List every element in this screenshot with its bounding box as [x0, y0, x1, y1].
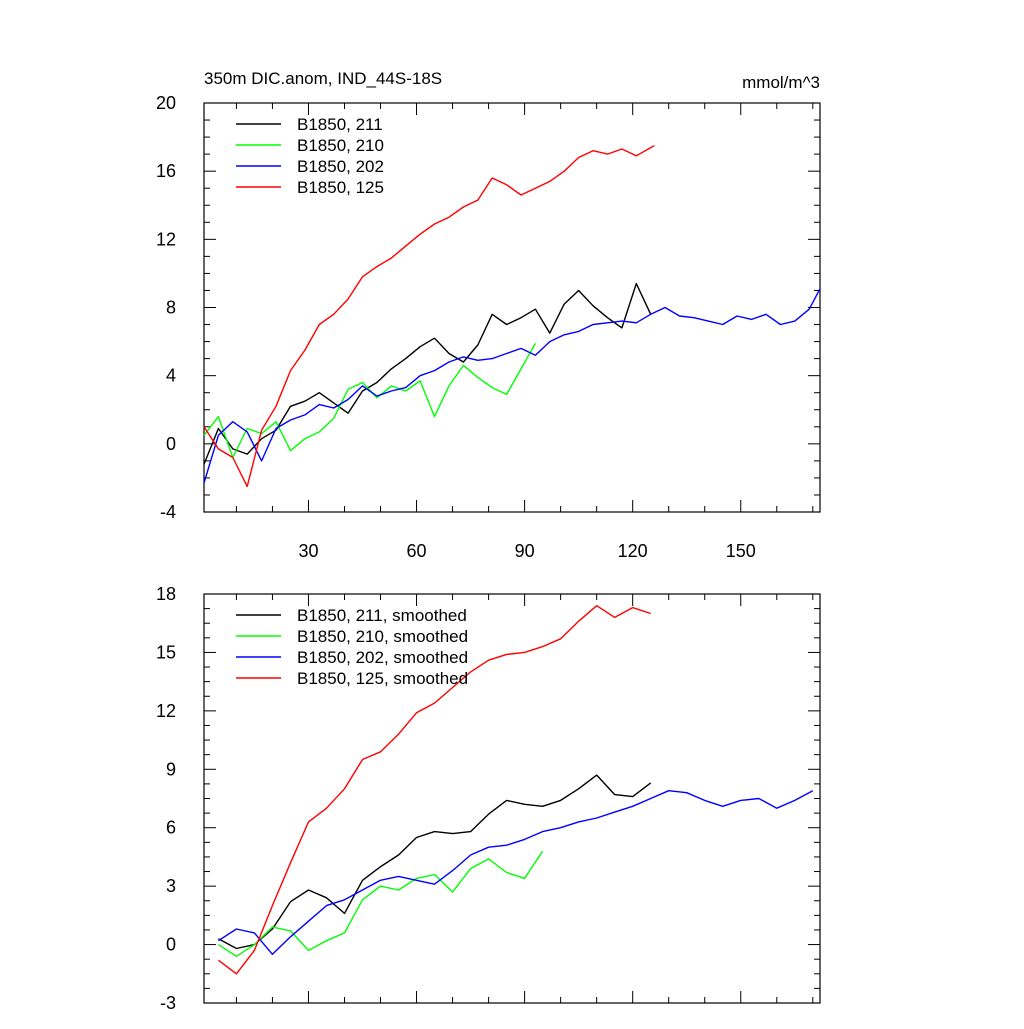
series-line [218, 850, 544, 957]
y-tick-label: 12 [156, 701, 176, 721]
legend-label: B1850, 202 [297, 157, 384, 176]
y-tick-label: 8 [166, 298, 176, 318]
y-tick-label: 4 [166, 366, 176, 386]
series-line [218, 774, 652, 950]
series-line [203, 144, 655, 488]
legend-label: B1850, 211 [297, 115, 383, 134]
legend-label: B1850, 202, smoothed [297, 648, 468, 667]
x-tick-label: 30 [298, 541, 318, 561]
y-tick-label: -4 [160, 502, 176, 522]
x-tick-label: 60 [407, 541, 427, 561]
y-tick-label: -3 [160, 993, 176, 1013]
legend-label: B1850, 125, smoothed [297, 669, 468, 688]
legend-label: B1850, 211, smoothed [297, 606, 467, 625]
bottom-panel: -3 0 3 6 9 12 15 18 B1850, 211, smoothed B1850, 2… [156, 584, 821, 1013]
series-line [203, 282, 652, 465]
series-line [203, 288, 821, 484]
y-tick-label: 0 [166, 935, 176, 955]
series-line [218, 790, 814, 955]
y-tick-label: 15 [156, 642, 176, 662]
legend-label: B1850, 210, smoothed [297, 627, 468, 646]
y-tick-label: 3 [166, 876, 176, 896]
y-tick-label: 16 [156, 161, 176, 181]
x-tick-label: 150 [726, 541, 756, 561]
y-tick-label: 0 [166, 434, 176, 454]
y-tick-label: 20 [156, 93, 176, 113]
y-tick-label: 18 [156, 584, 176, 604]
y-tick-label: 12 [156, 229, 176, 249]
legend-label: B1850, 210 [297, 136, 384, 155]
units-label: mmol/m^3 [742, 73, 820, 92]
y-tick-label: 9 [166, 759, 176, 779]
legend-label: B1850, 125 [297, 178, 384, 197]
y-tick-label: 6 [166, 818, 176, 838]
x-tick-label: 120 [618, 541, 648, 561]
chart-title: 350m DIC.anom, IND_44S-18S [204, 69, 442, 88]
top-panel: -4 0 4 8 12 16 20 30 60 90 120 150 B1850, 211 B1850, … [156, 93, 821, 561]
x-tick-label: 90 [515, 541, 535, 561]
series-line [217, 605, 651, 975]
series-line [203, 342, 537, 459]
